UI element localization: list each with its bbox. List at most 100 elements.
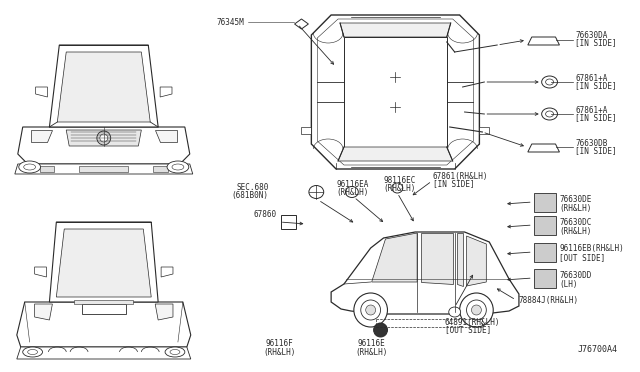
Text: 76630DE: 76630DE <box>559 195 592 203</box>
Text: (LH): (LH) <box>559 279 578 289</box>
Polygon shape <box>79 166 129 172</box>
Polygon shape <box>331 232 519 314</box>
Text: [IN SIDE]: [IN SIDE] <box>433 180 475 189</box>
Ellipse shape <box>19 161 40 173</box>
Polygon shape <box>40 166 54 172</box>
Polygon shape <box>301 127 311 134</box>
Polygon shape <box>338 147 452 161</box>
Ellipse shape <box>165 347 185 357</box>
Text: 78884J(RH&LH): 78884J(RH&LH) <box>519 295 579 305</box>
Text: 67861(RH&LH): 67861(RH&LH) <box>433 171 488 180</box>
Text: 96116E: 96116E <box>358 340 385 349</box>
Polygon shape <box>66 130 141 146</box>
Ellipse shape <box>460 293 493 327</box>
Polygon shape <box>49 222 158 302</box>
Text: [OUT SIDE]: [OUT SIDE] <box>559 253 605 263</box>
Ellipse shape <box>467 300 486 320</box>
Ellipse shape <box>374 323 387 337</box>
Ellipse shape <box>546 111 554 117</box>
Text: 96116EA: 96116EA <box>336 180 369 189</box>
Polygon shape <box>534 243 556 262</box>
Polygon shape <box>36 87 47 97</box>
Ellipse shape <box>28 350 38 355</box>
Ellipse shape <box>541 76 557 88</box>
Polygon shape <box>534 216 556 235</box>
Polygon shape <box>528 144 559 152</box>
Ellipse shape <box>309 186 324 199</box>
Ellipse shape <box>167 161 189 173</box>
Polygon shape <box>56 229 151 297</box>
Polygon shape <box>372 233 417 282</box>
Polygon shape <box>534 269 556 288</box>
Polygon shape <box>31 130 52 142</box>
Text: 76345M: 76345M <box>216 17 244 26</box>
Polygon shape <box>18 127 190 164</box>
Ellipse shape <box>472 305 481 315</box>
Polygon shape <box>294 19 308 29</box>
Polygon shape <box>35 304 52 320</box>
Polygon shape <box>317 19 474 165</box>
Ellipse shape <box>346 186 358 198</box>
Text: 67860: 67860 <box>253 209 276 218</box>
Polygon shape <box>281 215 296 229</box>
Text: [IN SIDE]: [IN SIDE] <box>575 81 617 90</box>
Polygon shape <box>15 164 193 174</box>
Polygon shape <box>457 233 463 286</box>
Ellipse shape <box>354 293 387 327</box>
Polygon shape <box>49 45 158 127</box>
Text: 76630DC: 76630DC <box>559 218 592 227</box>
Ellipse shape <box>97 131 111 145</box>
Polygon shape <box>467 236 486 286</box>
Text: 76630DA: 76630DA <box>575 31 607 39</box>
Text: SEC.680: SEC.680 <box>236 183 269 192</box>
Ellipse shape <box>23 347 42 357</box>
Polygon shape <box>161 267 173 277</box>
Ellipse shape <box>361 300 381 320</box>
Polygon shape <box>74 300 133 304</box>
Polygon shape <box>528 37 559 45</box>
Polygon shape <box>17 347 191 359</box>
Text: 98116EC: 98116EC <box>383 176 416 185</box>
Polygon shape <box>153 166 168 172</box>
Ellipse shape <box>449 307 461 317</box>
Ellipse shape <box>392 183 403 193</box>
Text: [OUT SIDE]: [OUT SIDE] <box>445 326 491 334</box>
Text: [IN SIDE]: [IN SIDE] <box>575 113 617 122</box>
Text: (RH&LH): (RH&LH) <box>264 347 296 356</box>
Ellipse shape <box>541 108 557 120</box>
Text: J76700A4: J76700A4 <box>578 345 618 354</box>
Polygon shape <box>421 233 452 284</box>
Ellipse shape <box>100 134 108 142</box>
Ellipse shape <box>24 164 36 170</box>
Polygon shape <box>534 193 556 212</box>
Text: 76630DB: 76630DB <box>575 138 607 148</box>
Polygon shape <box>82 304 125 314</box>
Text: (RH&LH): (RH&LH) <box>383 183 416 192</box>
Text: (RH&LH): (RH&LH) <box>559 227 592 235</box>
Polygon shape <box>160 87 172 97</box>
Text: 76630DD: 76630DD <box>559 270 592 279</box>
Text: [IN SIDE]: [IN SIDE] <box>575 147 617 155</box>
Text: 96116F: 96116F <box>266 340 294 349</box>
Polygon shape <box>35 267 47 277</box>
Text: (RH&LH): (RH&LH) <box>336 187 369 196</box>
Polygon shape <box>155 130 177 142</box>
Polygon shape <box>155 304 173 320</box>
Polygon shape <box>17 302 191 347</box>
Ellipse shape <box>172 164 184 170</box>
Polygon shape <box>344 37 447 147</box>
Polygon shape <box>340 23 451 37</box>
Text: 67861+A: 67861+A <box>575 106 607 115</box>
Text: (RH&LH): (RH&LH) <box>355 347 388 356</box>
Text: 96116EB(RH&LH): 96116EB(RH&LH) <box>559 244 624 253</box>
Text: (RH&LH): (RH&LH) <box>559 203 592 212</box>
Text: 67861+A: 67861+A <box>575 74 607 83</box>
Polygon shape <box>311 15 479 169</box>
Ellipse shape <box>546 79 554 85</box>
Text: (681B0N): (681B0N) <box>232 190 269 199</box>
Polygon shape <box>479 127 489 134</box>
Ellipse shape <box>365 305 376 315</box>
Polygon shape <box>58 52 150 122</box>
Ellipse shape <box>170 350 180 355</box>
Text: [IN SIDE]: [IN SIDE] <box>575 38 617 48</box>
